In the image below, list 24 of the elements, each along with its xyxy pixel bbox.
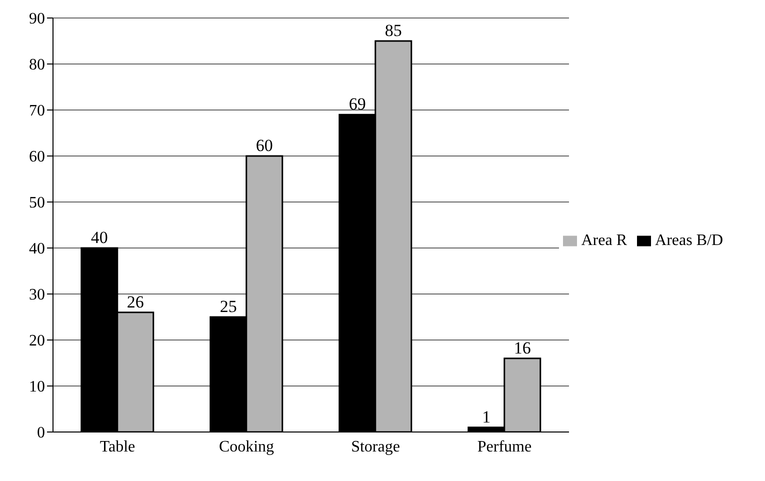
y-tick-label: 30	[29, 286, 45, 304]
data-label: 60	[256, 136, 273, 155]
x-tick-label: Storage	[351, 438, 400, 456]
data-label: 40	[90, 228, 108, 247]
legend-label: Areas B/D	[655, 232, 723, 248]
y-tick-label: 90	[29, 10, 45, 28]
data-label: 16	[514, 338, 531, 358]
y-tick-label: 40	[29, 240, 45, 258]
y-tick-label: 50	[29, 194, 45, 212]
legend-label: Area R	[581, 232, 628, 248]
data-label: 69	[348, 94, 366, 114]
data-label: 1	[482, 407, 491, 426]
data-label: 26	[126, 292, 144, 312]
data-label: 25	[220, 297, 237, 316]
y-tick-label: 80	[29, 56, 45, 74]
x-tick-label: Perfume	[477, 438, 532, 456]
y-tick-label: 20	[29, 332, 45, 350]
x-tick-label: Cooking	[218, 438, 274, 456]
y-tick-label: 0	[37, 424, 45, 442]
y-tick-label: 60	[29, 148, 45, 166]
data-label: 85	[384, 21, 402, 40]
x-tick-label: Table	[100, 438, 136, 456]
y-tick-label: 70	[29, 102, 45, 120]
y-tick-label: 10	[29, 378, 45, 396]
